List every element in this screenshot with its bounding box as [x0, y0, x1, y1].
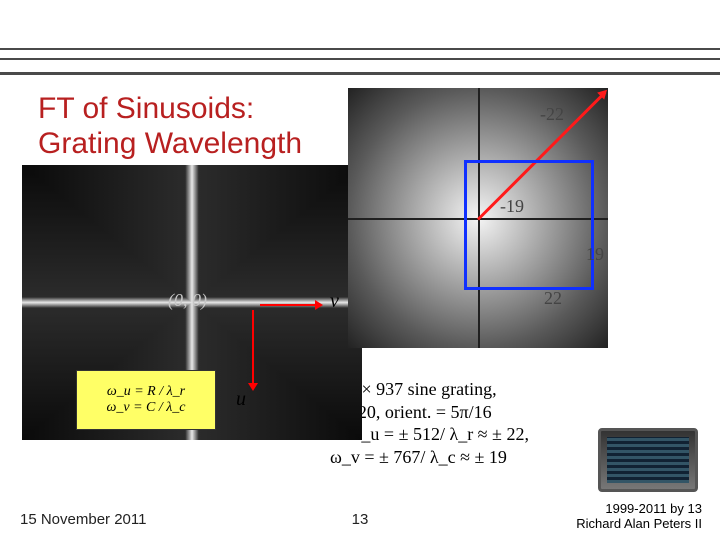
- zoom-box: [464, 160, 594, 290]
- u-axis-label: u: [236, 388, 246, 411]
- formula-row-2: ω_v = C / λ_c: [106, 400, 185, 416]
- rule-3: [0, 72, 720, 75]
- rule-1: [0, 48, 720, 50]
- caption-line-2: λ = 20, orient. = 5π/16: [330, 401, 570, 424]
- copyright-page-overlay: 13: [688, 501, 702, 516]
- u-axis-arrow: [252, 310, 254, 388]
- v-axis-arrow: [260, 304, 320, 306]
- v-axis-label: v: [330, 290, 339, 313]
- title-line-2: Grating Wavelength: [38, 127, 302, 162]
- slide-title: FT of Sinusoids: Grating Wavelength: [38, 92, 302, 161]
- footer-page: 13: [352, 511, 369, 528]
- tick-top: -22: [540, 104, 564, 125]
- copyright-line-1: 1999-2011 by: [605, 501, 684, 516]
- footer-date: 15 November 2011: [20, 511, 146, 528]
- tick-bottom: 22: [544, 288, 562, 309]
- caption-line-3: ⇒ ω_u = ± 512/ λ_r ≈ ± 22,: [330, 423, 570, 446]
- caption-line-1: 752 × 937 sine grating,: [330, 378, 570, 401]
- formula-row-1: ω_u = R / λ_r: [107, 384, 185, 400]
- title-line-1: FT of Sinusoids:: [38, 92, 302, 127]
- zoom-panel: [348, 88, 608, 348]
- origin-label: (0, 0): [168, 290, 207, 311]
- monitor-graphic: [598, 428, 698, 492]
- caption-block: 752 × 937 sine grating, λ = 20, orient. …: [330, 378, 570, 468]
- tick-right-pos: 19: [586, 244, 604, 265]
- footer-copyright: 1999-2011 by 13 Richard Alan Peters II: [576, 502, 702, 532]
- slide: FT of Sinusoids: Grating Wavelength ω_u …: [0, 0, 720, 540]
- tick-right-neg: -19: [500, 196, 524, 217]
- caption-line-4: ω_v = ± 767/ λ_c ≈ ± 19: [330, 446, 570, 469]
- rule-2: [0, 58, 720, 60]
- copyright-line-2: Richard Alan Peters II: [576, 516, 702, 531]
